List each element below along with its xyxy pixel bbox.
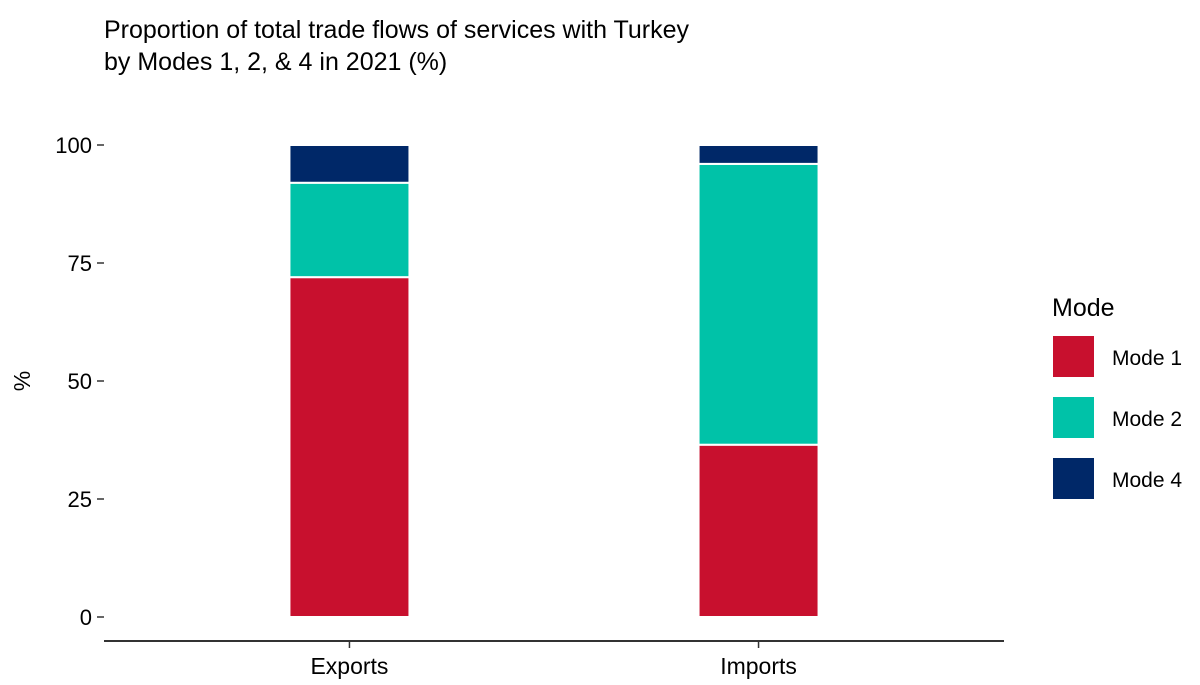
y-tick-label: 75 (68, 251, 92, 276)
legend-label: Mode 4 (1112, 469, 1182, 492)
y-tick-label: 100 (55, 133, 92, 158)
legend-swatch (1051, 334, 1096, 379)
bar-segment (697, 162, 820, 446)
legend-title: Mode (1052, 294, 1115, 322)
bar-segment (288, 144, 411, 184)
chart-subtitle: by Modes 1, 2, & 4 in 2021 (%) (104, 48, 447, 76)
x-axis: Exports Imports (310, 641, 797, 679)
bars-group (288, 144, 820, 618)
y-axis: 0 25 50 75 100 (55, 133, 104, 630)
legend-swatch (1051, 395, 1096, 440)
bar-segment (697, 144, 820, 165)
y-tick-label: 25 (68, 487, 92, 512)
legend: Mode Mode 1 Mode 2 Mode 4 (1051, 294, 1182, 501)
bar-segment (288, 276, 411, 618)
bar-segment (697, 443, 820, 618)
x-tick-label: Imports (720, 653, 797, 679)
legend-label: Mode 2 (1112, 408, 1182, 431)
chart-title: Proportion of total trade flows of servi… (104, 16, 689, 44)
legend-label: Mode 1 (1112, 347, 1182, 370)
x-tick-label: Exports (310, 653, 388, 679)
y-tick-label: 50 (68, 369, 92, 394)
y-tick-label: 0 (80, 605, 92, 630)
bar-segment (288, 181, 411, 279)
y-axis-label: % (9, 371, 35, 391)
legend-swatch (1051, 456, 1096, 501)
